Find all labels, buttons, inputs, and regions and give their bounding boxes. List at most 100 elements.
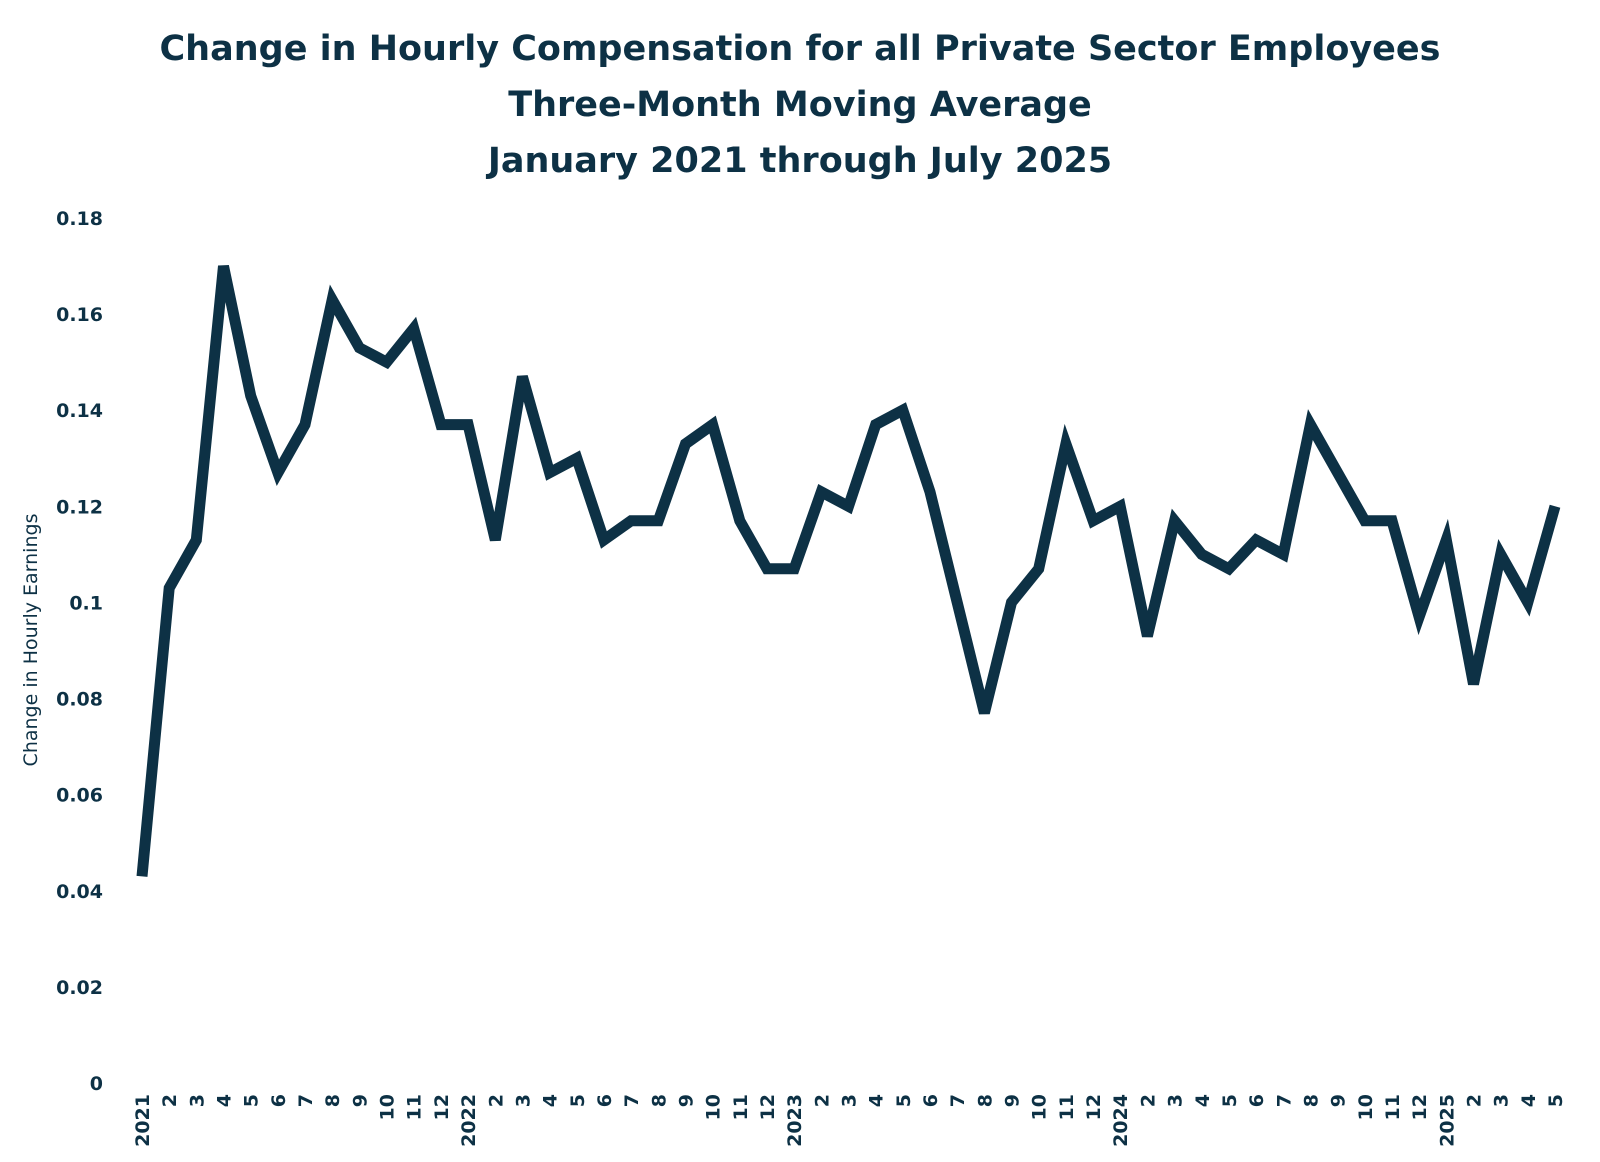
y-tick-label: 0.06 xyxy=(56,785,103,807)
data-point xyxy=(1278,549,1288,559)
x-tick-label: 2 xyxy=(159,1094,181,1107)
x-tick-label: 2025 xyxy=(1436,1094,1458,1147)
data-point xyxy=(219,261,229,271)
y-tick-label: 0.02 xyxy=(56,977,103,999)
data-point xyxy=(1142,631,1152,641)
x-tick-label: 3 xyxy=(1491,1094,1513,1107)
data-point xyxy=(436,420,446,430)
x-tick-label: 7 xyxy=(295,1094,317,1107)
y-tick-label: 0 xyxy=(90,1073,103,1095)
data-point xyxy=(762,564,772,574)
x-tick-label: 2 xyxy=(1463,1094,1485,1107)
x-tick-label: 12 xyxy=(1083,1094,1105,1120)
data-point xyxy=(735,516,745,526)
x-tick-label: 2022 xyxy=(458,1094,480,1147)
data-point xyxy=(409,324,419,334)
x-tick-label: 11 xyxy=(1382,1094,1404,1120)
x-tick-label: 4 xyxy=(540,1094,562,1107)
x-tick-label: 4 xyxy=(1518,1094,1540,1107)
data-point xyxy=(137,871,147,881)
data-point xyxy=(300,420,310,430)
x-tick-label: 12 xyxy=(431,1094,453,1120)
data-point xyxy=(1550,501,1560,511)
x-tick-label: 5 xyxy=(241,1094,263,1107)
y-tick-label: 0.12 xyxy=(56,496,103,518)
x-tick-label: 10 xyxy=(1355,1094,1377,1120)
data-point xyxy=(816,487,826,497)
x-tick-label: 6 xyxy=(594,1094,616,1107)
data-point xyxy=(1333,468,1343,478)
data-point xyxy=(1088,516,1098,526)
x-tick-label: 9 xyxy=(349,1094,371,1107)
data-point xyxy=(1251,535,1261,545)
x-tick-label: 6 xyxy=(920,1094,942,1107)
x-tick-label: 3 xyxy=(1165,1094,1187,1107)
x-tick-label: 9 xyxy=(675,1094,697,1107)
x-tick-label: 2024 xyxy=(1110,1094,1132,1147)
y-tick-label: 0.04 xyxy=(56,881,103,903)
x-tick-label: 12 xyxy=(757,1094,779,1120)
data-point xyxy=(1414,612,1424,622)
x-tick-label: 11 xyxy=(1056,1094,1078,1120)
x-tick-label: 10 xyxy=(1029,1094,1051,1120)
data-point xyxy=(463,420,473,430)
data-point xyxy=(626,516,636,526)
x-tick-label: 5 xyxy=(1545,1094,1567,1107)
data-point xyxy=(246,391,256,401)
x-tick-label: 5 xyxy=(893,1094,915,1107)
data-point xyxy=(599,535,609,545)
x-tick-label: 8 xyxy=(974,1094,996,1107)
data-point xyxy=(1170,516,1180,526)
data-point xyxy=(1496,549,1506,559)
x-tick-label: 12 xyxy=(1409,1094,1431,1120)
data-point xyxy=(1034,564,1044,574)
x-tick-label: 2 xyxy=(485,1094,507,1107)
chart-title-line-1: Change in Hourly Compensation for all Pr… xyxy=(160,29,1441,69)
x-tick-label: 6 xyxy=(268,1094,290,1107)
data-point xyxy=(653,516,663,526)
data-point xyxy=(273,468,283,478)
x-tick-label: 4 xyxy=(214,1094,236,1107)
y-axis-ticks: 0 0.02 0.04 0.06 0.08 0.1 0.12 0.14 0.16 0.18 xyxy=(56,208,103,1095)
x-tick-label: 10 xyxy=(703,1094,725,1120)
x-tick-label: 2 xyxy=(811,1094,833,1107)
x-tick-label: 4 xyxy=(866,1094,888,1107)
x-tick-label: 10 xyxy=(377,1094,399,1120)
data-point xyxy=(979,708,989,718)
data-point xyxy=(1441,535,1451,545)
x-tick-label: 9 xyxy=(1328,1094,1350,1107)
x-tick-label: 2023 xyxy=(784,1094,806,1147)
data-point xyxy=(681,439,691,449)
data-point xyxy=(1115,501,1125,511)
x-tick-label: 8 xyxy=(1300,1094,1322,1107)
data-point xyxy=(191,535,201,545)
data-point xyxy=(1061,439,1071,449)
data-point xyxy=(382,357,392,367)
data-point xyxy=(1360,516,1370,526)
x-tick-label: 2021 xyxy=(132,1094,154,1147)
data-point xyxy=(1007,597,1017,607)
x-tick-label: 7 xyxy=(947,1094,969,1107)
data-point xyxy=(1224,564,1234,574)
y-tick-label: 0.08 xyxy=(56,689,103,711)
x-tick-label: 6 xyxy=(1246,1094,1268,1107)
chart-title-line-2: Three-Month Moving Average xyxy=(508,85,1092,125)
x-tick-label: 8 xyxy=(322,1094,344,1107)
x-tick-label: 4 xyxy=(1192,1094,1214,1107)
y-tick-label: 0.1 xyxy=(69,592,103,614)
data-points xyxy=(137,261,1560,881)
y-tick-label: 0.18 xyxy=(56,208,103,230)
x-tick-label: 8 xyxy=(648,1094,670,1107)
data-point xyxy=(789,564,799,574)
y-axis-title: Change in Hourly Earnings xyxy=(20,514,42,767)
x-tick-label: 5 xyxy=(567,1094,589,1107)
x-tick-label: 5 xyxy=(1219,1094,1241,1107)
data-point xyxy=(708,420,718,430)
data-point xyxy=(1469,679,1479,689)
data-point xyxy=(952,597,962,607)
x-tick-label: 11 xyxy=(730,1094,752,1120)
y-tick-label: 0.16 xyxy=(56,304,103,326)
chart-title: Change in Hourly Compensation for all Pr… xyxy=(160,29,1441,181)
data-point xyxy=(164,583,174,593)
